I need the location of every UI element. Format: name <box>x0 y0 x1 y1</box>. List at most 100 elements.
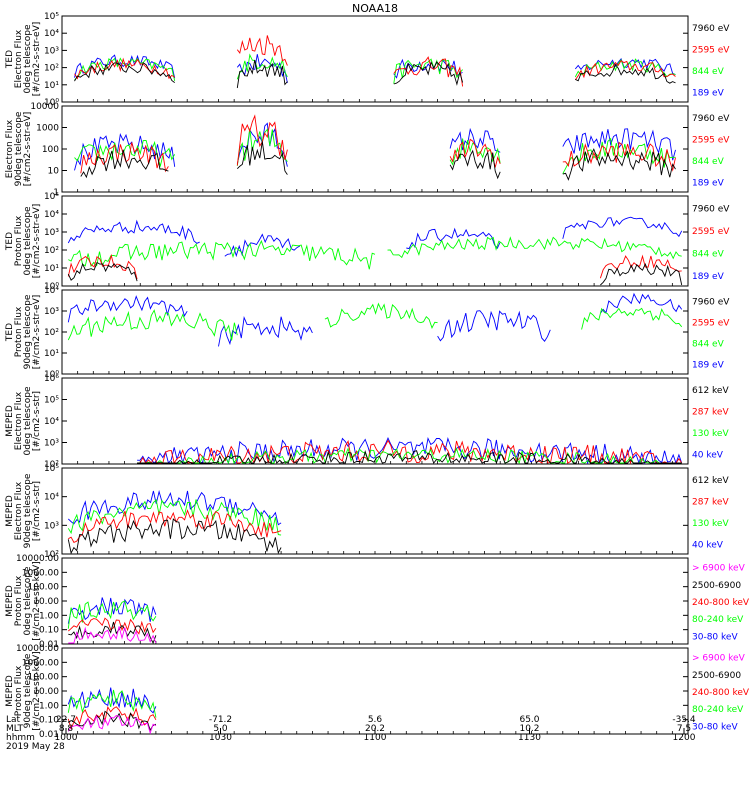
y-tick-label: 10³ <box>44 439 59 449</box>
series-line <box>562 128 676 161</box>
y-axis-label: [#/cm2-s-str-eV] <box>32 295 42 370</box>
y-tick-label: 10² <box>44 550 59 560</box>
time-tick-mlt: 5.0 <box>213 724 228 734</box>
y-tick-label: 10² <box>44 246 59 256</box>
series-line <box>600 292 683 314</box>
legend-entry: 287 keV <box>692 407 729 417</box>
series-line <box>562 216 683 239</box>
panel-8: 0.01 0.10 1.00 10.00 100.00 1000.00 10000.00 ME… <box>5 644 750 740</box>
legend-entry: > 6900 keV <box>692 564 746 574</box>
y-axis-label: Proton Flux <box>14 306 24 357</box>
y-axis-label: [#/cm2-s-str] <box>32 481 42 541</box>
y-axis-label: 90deg telescope <box>23 653 33 728</box>
legend-entry: 40 keV <box>692 540 724 550</box>
series-line <box>236 59 288 89</box>
series-line <box>68 509 282 543</box>
series-line <box>68 626 157 644</box>
series-line <box>600 262 683 286</box>
panel-4: 10⁰ 10¹ 10² 10³ 10⁴ TED Proton Flux 90deg teles… <box>5 286 730 380</box>
y-tick-label: 10⁰ <box>44 282 59 292</box>
y-axis-label: 0deg telescope <box>23 206 33 276</box>
legend-entry: 189 eV <box>692 361 725 371</box>
time-tick-hhmm: 1100 <box>364 733 387 743</box>
y-axis-label: [#/cm2-s-str-eV] <box>23 112 33 187</box>
series-line <box>67 714 157 735</box>
time-tick-lat: -35.4 <box>672 715 696 725</box>
series-line <box>324 302 438 329</box>
y-axis-label: MEPED <box>5 495 15 527</box>
legend-entry: 80-240 keV <box>692 705 744 715</box>
legend-entry: 2595 eV <box>692 135 730 145</box>
y-axis-label: Proton Flux <box>14 665 24 716</box>
y-axis-label: [#/cm2-s-str] <box>32 391 42 451</box>
series-line <box>575 63 676 84</box>
y-axis-label: 0deg telescope <box>23 386 33 456</box>
time-tick-mlt: 8.8 <box>59 724 74 734</box>
y-tick-label: 10³ <box>44 228 59 238</box>
y-tick-label: 10⁴ <box>44 210 59 220</box>
legend-entry: 2500-6900 <box>692 671 741 681</box>
series-line <box>67 295 188 323</box>
y-tick-label: 1000.00 <box>22 658 59 668</box>
legend-entry: > 6900 keV <box>692 654 746 664</box>
y-tick-label: 10² <box>44 460 59 470</box>
y-tick-label: 10⁴ <box>44 417 59 427</box>
y-tick-label: 10⁵ <box>44 464 59 474</box>
series-line <box>67 600 157 629</box>
series-line <box>387 236 682 260</box>
time-tick-lat: 22.7 <box>56 715 76 725</box>
series-line <box>68 239 376 270</box>
y-tick-label: 10² <box>44 328 59 338</box>
legend-entry: 844 eV <box>692 67 725 77</box>
legend-entry: 130 keV <box>692 519 729 529</box>
legend-entry: 2500-6900 <box>692 581 741 591</box>
series-line <box>67 705 157 730</box>
legend-entry: 30-80 keV <box>692 632 738 642</box>
legend-entry: 2595 eV <box>692 45 730 55</box>
series-line <box>437 310 551 342</box>
panel-3: 10⁰ 10¹ 10² 10³ 10⁴ 10⁵ TED Proton Flux 0deg tel… <box>5 192 730 292</box>
y-tick-label: 0.01 <box>39 640 59 650</box>
legend-entry: 7960 eV <box>692 24 730 34</box>
y-tick-label: 10.00 <box>33 687 59 697</box>
series-line <box>236 54 288 83</box>
y-tick-label: 10⁰ <box>44 370 59 380</box>
y-axis-label: TED <box>5 50 15 69</box>
y-tick-label: 10⁰ <box>44 98 59 108</box>
series-line <box>67 309 238 341</box>
legend-entry: 612 keV <box>692 386 729 396</box>
legend-entry: 40 keV <box>692 450 724 460</box>
y-tick-label: 10000.00 <box>16 554 59 564</box>
series-line <box>449 138 501 168</box>
series-line <box>562 141 676 172</box>
y-axis-label: Electron Flux <box>14 29 24 88</box>
panel-frame <box>61 557 689 645</box>
series-line <box>137 439 683 465</box>
series-line <box>236 53 288 80</box>
y-tick-label: 10⁵ <box>44 396 59 406</box>
series-line <box>67 253 138 280</box>
series-line <box>67 489 282 526</box>
series-line <box>393 60 464 86</box>
panel-1: 10⁰ 10¹ 10² 10³ 10⁴ 10⁵ TED Electron Flux 0deg t… <box>5 12 730 108</box>
legend-entry: 189 eV <box>692 88 725 98</box>
y-tick-label: 10.00 <box>33 597 59 607</box>
series-line <box>449 149 501 180</box>
y-axis-label: Electron Flux <box>14 391 24 450</box>
series-line <box>599 254 682 279</box>
date-label: 2019 May 28 <box>6 742 65 752</box>
y-tick-label: 10³ <box>44 521 59 531</box>
series-line <box>74 54 176 79</box>
y-tick-label: 10⁴ <box>44 286 59 296</box>
series-line <box>67 219 200 244</box>
y-tick-label: 100.00 <box>28 583 60 593</box>
legend-entry: 287 keV <box>692 497 729 507</box>
panel-frame <box>61 467 689 555</box>
legend-entry: 7960 eV <box>692 114 730 124</box>
series-line <box>574 60 676 81</box>
legend-entry: 612 keV <box>692 476 729 486</box>
series-line <box>67 518 282 555</box>
series-line <box>74 133 176 171</box>
